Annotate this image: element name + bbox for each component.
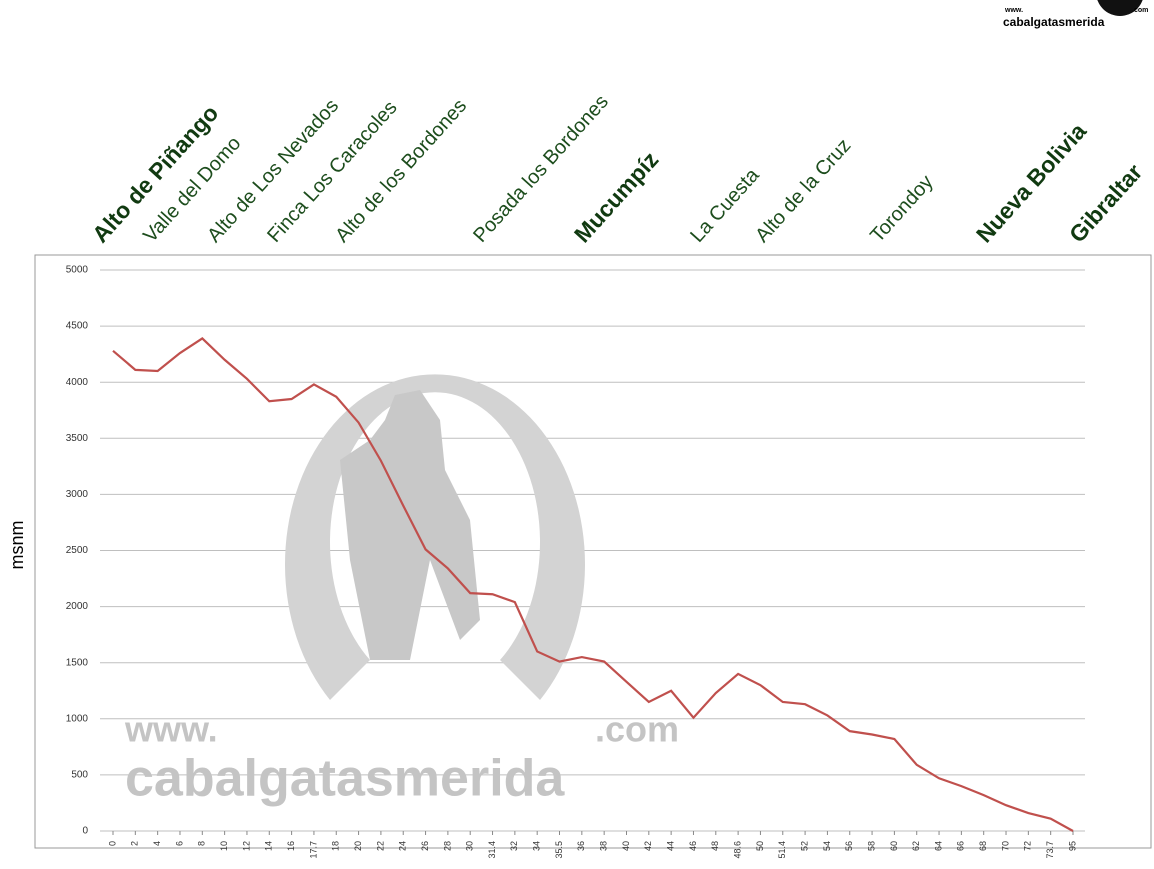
x-tick-label: 6 <box>174 841 184 846</box>
logo-suffix: .com <box>1132 7 1148 14</box>
chart: www. .com cabalgatasmerida www. .com cab… <box>0 0 1154 869</box>
y-tick-label: 1000 <box>66 713 89 724</box>
x-tick-label: 48 <box>710 841 720 851</box>
y-tick-label: 3500 <box>66 433 89 444</box>
x-tick-label: 31.4 <box>487 841 497 859</box>
x-tick-label: 51.4 <box>777 841 787 859</box>
y-tick-label: 3000 <box>66 489 89 500</box>
y-tick-label: 2000 <box>66 601 89 612</box>
y-tick-label: 2500 <box>66 545 89 556</box>
x-tick-label: 32 <box>509 841 519 851</box>
x-tick-label: 14 <box>264 841 274 851</box>
logo-name: cabalgatasmerida <box>1003 15 1105 29</box>
x-tick-label: 62 <box>911 841 921 851</box>
y-tick-label: 4000 <box>66 377 89 388</box>
x-tick-label: 48.6 <box>732 841 742 859</box>
x-tick-label: 22 <box>375 841 385 851</box>
x-tick-label: 40 <box>621 841 631 851</box>
x-tick-label: 70 <box>1000 841 1010 851</box>
x-tick-label: 12 <box>241 841 251 851</box>
x-tick-label: 56 <box>844 841 854 851</box>
x-tick-label: 8 <box>197 841 207 846</box>
x-tick-label: 64 <box>933 841 943 851</box>
x-tick-label: 52 <box>799 841 809 851</box>
place-label: Alto de los Bordones <box>331 95 471 247</box>
x-tick-label: 18 <box>331 841 341 851</box>
watermark-name: cabalgatasmerida <box>125 750 565 808</box>
x-tick-label: 46 <box>688 841 698 851</box>
x-tick-label: 28 <box>442 841 452 851</box>
x-tick-label: 10 <box>219 841 229 851</box>
x-tick-label: 20 <box>353 841 363 851</box>
x-tick-label: 73.7 <box>1045 841 1055 859</box>
x-tick-label: 34 <box>532 841 542 851</box>
x-tick-label: 36 <box>576 841 586 851</box>
x-tick-label: 2 <box>130 841 140 846</box>
x-tick-label: 54 <box>822 841 832 851</box>
y-tick-label: 5000 <box>66 265 89 276</box>
x-tick-label: 35.5 <box>554 841 564 859</box>
x-tick-label: 58 <box>866 841 876 851</box>
watermark-suffix: .com <box>595 709 679 750</box>
y-tick-label: 500 <box>71 770 88 781</box>
place-label: Gibraltar <box>1064 159 1147 248</box>
grid <box>100 270 1085 831</box>
x-tick-label: 26 <box>420 841 430 851</box>
logo-prefix: www. <box>1004 7 1023 14</box>
y-tick-label: 0 <box>82 826 88 837</box>
x-tick-label: 95 <box>1067 841 1077 851</box>
x-tick-label: 4 <box>152 841 162 846</box>
logo: www. .com cabalgatasmerida <box>1003 0 1148 29</box>
x-tick-label: 38 <box>599 841 609 851</box>
x-tick-label: 72 <box>1023 841 1033 851</box>
y-tick-label: 1500 <box>66 657 89 668</box>
place-label: Torondoy <box>866 171 937 247</box>
x-tick-label: 68 <box>978 841 988 851</box>
watermark-prefix: www. <box>124 709 218 750</box>
x-tick-label: 60 <box>889 841 899 851</box>
x-tick-label: 44 <box>666 841 676 851</box>
x-tick-label: 16 <box>286 841 296 851</box>
x-tick-label: 17.7 <box>308 841 318 859</box>
x-tick-label: 24 <box>398 841 408 851</box>
watermark: www. .com cabalgatasmerida <box>124 374 679 807</box>
place-label: Alto de la Cruz <box>751 135 855 247</box>
y-axis-label: msnm <box>7 521 27 570</box>
x-tick-label: 0 <box>107 841 117 846</box>
y-tick-label: 4500 <box>66 321 89 332</box>
place-label: Mucumpíz <box>569 146 664 247</box>
x-tick-label: 50 <box>755 841 765 851</box>
x-tick-label: 42 <box>643 841 653 851</box>
x-tick-label: 30 <box>465 841 475 851</box>
x-tick-label: 66 <box>956 841 966 851</box>
